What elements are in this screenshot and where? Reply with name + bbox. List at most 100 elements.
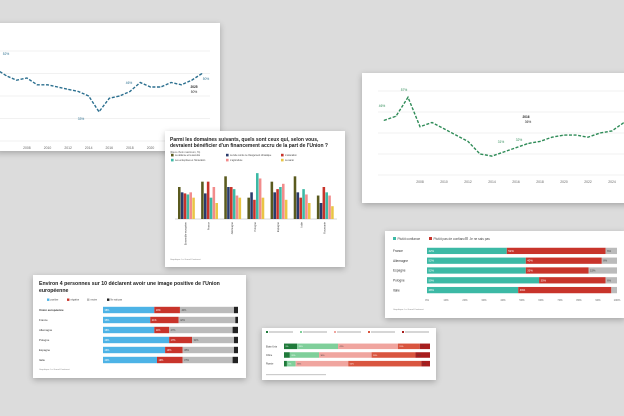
- data-point: [395, 115, 397, 117]
- data-label: 38%: [105, 329, 111, 332]
- bar-segment: [415, 352, 430, 358]
- data-label: 8%: [603, 259, 608, 263]
- bar-segment: [235, 316, 238, 324]
- legend-label: L'éducation: [285, 154, 297, 157]
- data-label: 7%: [421, 346, 424, 348]
- legend-swatch: [429, 237, 432, 240]
- data-point: [47, 84, 48, 86]
- category-label: Russie: [266, 363, 274, 366]
- bar-segment: [319, 352, 372, 358]
- data-label: 36%: [321, 355, 325, 357]
- legend-label: La lutte contre le changement climatique: [230, 154, 272, 157]
- data-label: 17%: [171, 339, 177, 342]
- data-point: [139, 82, 141, 83]
- x-tick-label: 2016: [106, 146, 114, 150]
- line-chart-2: 2008 2010 2012 2014 2016 2018 2020 2022 2024 57% 4…: [378, 88, 624, 184]
- bar: [189, 192, 192, 219]
- x-tick-label: Espagne: [276, 221, 280, 232]
- bar: [319, 203, 323, 219]
- bar: [284, 199, 288, 219]
- legend-swatch: [171, 158, 174, 162]
- bar-segment: [103, 326, 155, 334]
- legend-swatch: [393, 237, 396, 240]
- bar: [270, 181, 274, 219]
- data-label: 47%: [171, 329, 177, 332]
- category-label: Union européenne: [39, 308, 64, 312]
- data-label: 31%: [194, 339, 200, 342]
- stacked-chart-2-footer: Graphique: Le Grand Continent: [393, 309, 424, 311]
- data-point: [191, 79, 193, 81]
- series-line: [0, 70, 203, 114]
- legend-label: positive: [51, 299, 60, 302]
- bar: [302, 189, 305, 219]
- data-point: [16, 79, 17, 81]
- data-label: 6%: [288, 364, 291, 366]
- bar-chart-title: Parmi les domaines suivants, quels sont …: [170, 137, 328, 149]
- legend-swatch: [266, 331, 268, 333]
- line-chart-card-1: 2008 2010 2012 2014 2016 2018 2020 52% 33% 46% 202…: [0, 23, 220, 151]
- x-tick-label: France: [207, 221, 211, 230]
- data-label: 19%: [159, 359, 165, 362]
- category-label: Italie: [393, 288, 400, 292]
- bar-segment: [427, 286, 519, 294]
- data-label: 50%: [203, 77, 210, 81]
- data-point: [88, 95, 90, 97]
- bar: [273, 192, 276, 219]
- legend-label: L'agriculture: [230, 159, 243, 162]
- legend-label-placeholder: [337, 331, 361, 333]
- bar-segment: [427, 257, 526, 264]
- stacked-chart-6: Etats-Unis 9% 28% 41% 15% 7% Chine 20% 36% 30% 10%…: [266, 331, 430, 376]
- x-tick-label: 2024: [608, 180, 616, 184]
- bar-segment: [233, 346, 238, 354]
- bar-chart-subtitle: (Deux choix maximum, %): [170, 151, 201, 154]
- bar: [261, 197, 265, 219]
- bar: [209, 197, 213, 219]
- bar-segment: [297, 343, 339, 350]
- data-point: [467, 141, 469, 142]
- data-label: 57%: [401, 88, 408, 92]
- data-point: [129, 91, 131, 92]
- data-label: 46%: [379, 104, 386, 108]
- x-tick-label: Italie: [299, 221, 303, 227]
- x-tick-label: 2022: [584, 180, 592, 184]
- data-label: 13%: [167, 349, 173, 352]
- data-point: [455, 134, 457, 136]
- x-tick-label: 2008: [416, 180, 424, 184]
- data-label: 40%: [181, 309, 187, 312]
- bar: [204, 193, 207, 219]
- bar: [224, 176, 227, 219]
- x-tick-label: 2010: [440, 180, 448, 184]
- bar-segment: [427, 247, 507, 255]
- bar: [178, 187, 181, 219]
- legend-swatch: [107, 298, 110, 301]
- legend-swatch: [368, 331, 370, 333]
- bar-segment: [150, 316, 179, 324]
- legend-swatch: [281, 158, 284, 162]
- bar-segment: [397, 343, 420, 350]
- bar-segment: [169, 326, 233, 334]
- footer-placeholder: [266, 374, 326, 376]
- category-label: Pologne: [393, 278, 405, 282]
- legend-swatch: [226, 158, 229, 162]
- bar: [296, 192, 300, 219]
- bar: [258, 178, 262, 219]
- x-tick-label: Allemagne: [230, 221, 234, 234]
- bar-segment: [233, 306, 238, 314]
- x-tick-label: 2020: [560, 180, 568, 184]
- legend-swatch: [281, 153, 284, 157]
- stacked-chart-card-1: Environ 4 personnes sur 10 déclarent avo…: [33, 275, 246, 378]
- bar-segment: [103, 336, 170, 344]
- data-point: [108, 97, 110, 99]
- data-label: 48%: [429, 288, 435, 292]
- bar: [212, 187, 216, 219]
- bar: [308, 203, 311, 219]
- x-tick-label: 2008: [23, 146, 31, 150]
- data-point: [419, 126, 421, 128]
- category-label: Espagne: [39, 348, 50, 352]
- bar-segment: [289, 352, 320, 358]
- bar: [192, 197, 195, 219]
- data-label: 6%: [607, 249, 612, 253]
- data-label: 21%: [152, 319, 158, 322]
- bar: [183, 193, 187, 219]
- data-label: 40%: [105, 359, 111, 362]
